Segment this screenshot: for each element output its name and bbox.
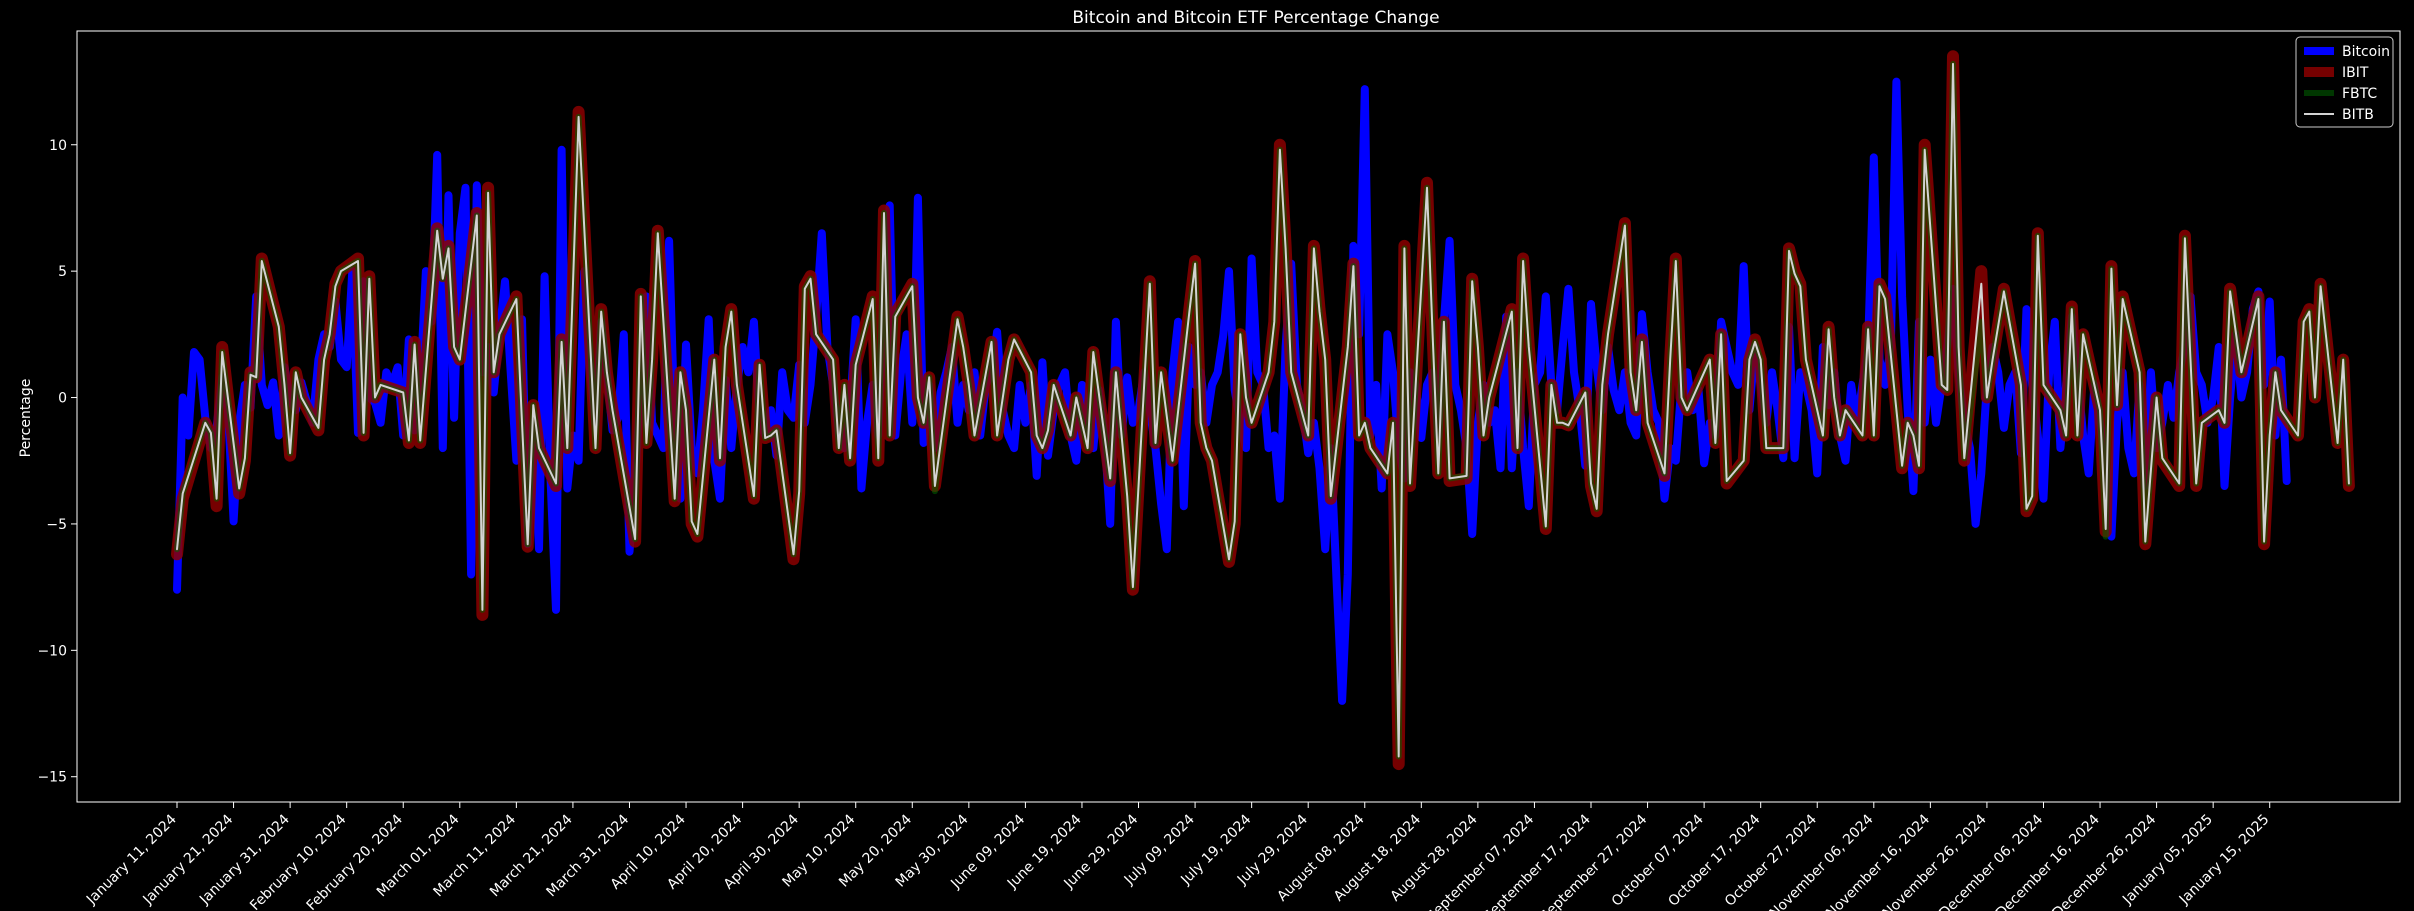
- y-tick-label: 0: [58, 391, 67, 407]
- legend-label: IBIT: [2342, 65, 2369, 81]
- legend-label: Bitcoin: [2342, 44, 2390, 60]
- y-tick-label: 10: [49, 138, 67, 154]
- chart-title: Bitcoin and Bitcoin ETF Percentage Chang…: [1072, 8, 1439, 28]
- series-line-bitb: [176, 62, 2350, 758]
- y-axis-label: Percentage: [18, 379, 34, 458]
- axes-frame: [76, 30, 2401, 803]
- legend-label: FBTC: [2342, 86, 2377, 102]
- y-tick-label: −5: [46, 517, 67, 533]
- y-tick-label: 5: [58, 264, 67, 280]
- legend: Bitcoin IBIT FBTC BITB: [2295, 36, 2394, 128]
- legend-label: BITB: [2342, 107, 2374, 123]
- y-tick-label: −10: [37, 643, 67, 659]
- y-tick-label: −15: [37, 770, 67, 786]
- plot-area: [171, 50, 2355, 771]
- axes-border: [76, 30, 2401, 803]
- y-axis-ticks: −15 −10 −5 0 5 10: [37, 138, 77, 786]
- legend-box: [2295, 36, 2394, 128]
